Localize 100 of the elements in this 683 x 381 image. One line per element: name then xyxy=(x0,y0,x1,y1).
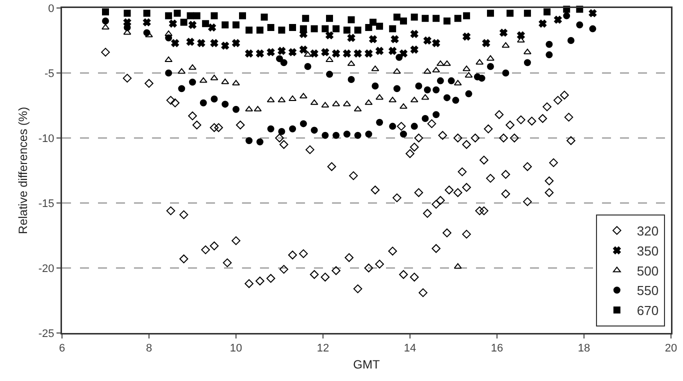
point xyxy=(376,94,384,100)
legend-label: 320 xyxy=(636,224,659,239)
point xyxy=(246,26,253,34)
point xyxy=(280,59,288,66)
point xyxy=(432,14,440,22)
point xyxy=(256,138,264,146)
point xyxy=(354,132,362,139)
point xyxy=(400,103,408,109)
x-tick-label: 8 xyxy=(146,342,152,355)
point xyxy=(232,80,240,86)
point xyxy=(369,35,377,44)
point xyxy=(289,125,296,132)
point xyxy=(410,96,418,102)
point xyxy=(364,50,373,58)
point xyxy=(517,31,525,40)
point xyxy=(370,18,377,26)
point xyxy=(462,32,470,40)
point xyxy=(332,132,340,139)
point xyxy=(310,126,318,134)
point xyxy=(174,10,181,17)
point xyxy=(410,46,418,54)
point xyxy=(221,42,230,50)
point xyxy=(171,39,179,47)
point xyxy=(544,8,551,16)
point xyxy=(102,18,109,24)
point xyxy=(463,12,470,20)
point xyxy=(239,12,246,20)
x-tick-label: 14 xyxy=(404,342,416,355)
point xyxy=(310,50,318,58)
y-tick-label: -20 xyxy=(38,262,54,275)
point xyxy=(188,64,196,70)
point xyxy=(300,120,307,128)
point xyxy=(232,106,240,113)
point xyxy=(372,82,379,90)
point xyxy=(421,94,430,100)
point xyxy=(546,51,553,58)
point xyxy=(354,50,362,58)
point xyxy=(278,26,286,34)
point xyxy=(452,96,460,104)
point xyxy=(454,263,462,269)
point xyxy=(388,96,397,102)
point xyxy=(524,59,531,66)
point xyxy=(210,39,218,47)
x-tick-label: 18 xyxy=(578,342,590,355)
point xyxy=(326,70,334,78)
point xyxy=(124,24,131,31)
point xyxy=(523,48,532,54)
point xyxy=(332,25,340,32)
point xyxy=(332,50,340,58)
y-tick-label: 0 xyxy=(48,2,54,15)
point xyxy=(221,78,230,84)
point xyxy=(454,14,462,22)
point xyxy=(400,130,407,138)
point xyxy=(145,32,153,38)
point xyxy=(478,74,486,82)
point xyxy=(343,50,351,58)
legend-label: 670 xyxy=(636,303,659,318)
point xyxy=(299,92,308,98)
point xyxy=(506,10,514,17)
point xyxy=(371,66,380,72)
point xyxy=(260,14,268,21)
point xyxy=(180,18,188,26)
point xyxy=(432,66,440,72)
point xyxy=(276,55,283,62)
x-tick-label: 12 xyxy=(316,342,330,355)
point xyxy=(486,63,494,70)
legend-label: 500 xyxy=(636,263,659,278)
point xyxy=(424,36,432,44)
y-tick-label: -15 xyxy=(38,198,54,210)
point xyxy=(348,76,355,83)
point xyxy=(322,132,329,139)
point xyxy=(256,50,264,58)
point xyxy=(396,54,403,61)
point xyxy=(462,66,471,72)
point xyxy=(246,137,253,144)
point xyxy=(169,20,177,28)
point xyxy=(200,99,207,106)
point xyxy=(186,38,194,46)
point xyxy=(208,24,216,32)
point xyxy=(454,80,462,86)
point xyxy=(310,99,318,105)
point xyxy=(436,60,444,66)
point xyxy=(288,48,296,56)
point xyxy=(443,94,450,102)
point xyxy=(245,50,253,58)
point xyxy=(326,31,334,40)
point xyxy=(376,47,384,55)
point xyxy=(143,10,150,17)
point xyxy=(567,37,574,44)
point xyxy=(465,90,472,98)
point xyxy=(267,125,274,132)
point xyxy=(347,60,356,66)
point xyxy=(188,21,196,29)
legend-label: 350 xyxy=(636,243,659,258)
point xyxy=(486,55,494,61)
point xyxy=(389,122,396,130)
point xyxy=(222,100,229,108)
y-tick-label: -10 xyxy=(38,132,54,145)
point xyxy=(142,18,151,26)
point xyxy=(165,34,172,42)
